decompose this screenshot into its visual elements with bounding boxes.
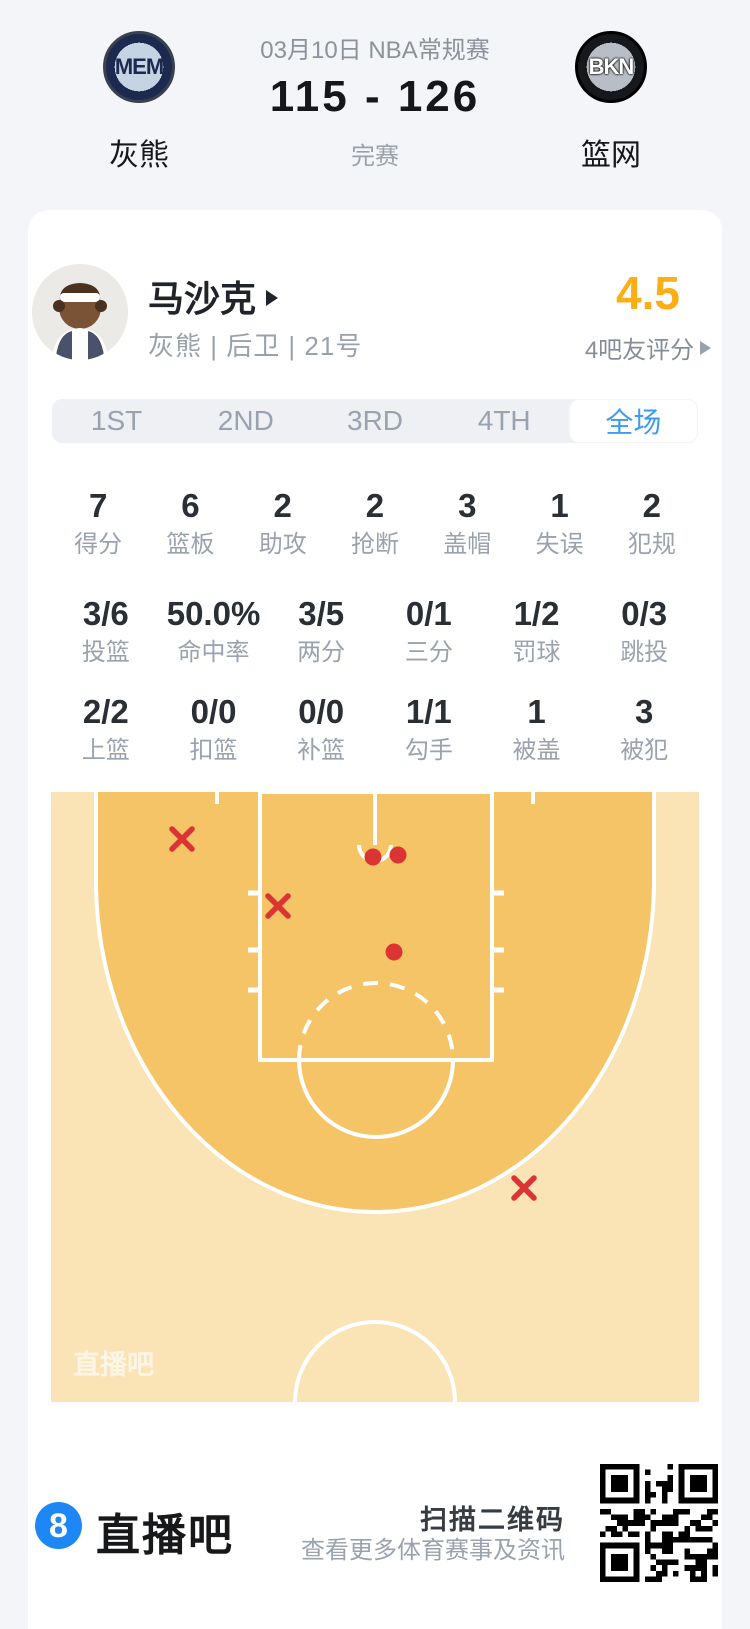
qr-title: 扫描二维码: [420, 1505, 565, 1535]
stat-ft: 1/2 罚球: [512, 595, 561, 666]
stat-blocks: 3 盖帽: [443, 487, 492, 558]
court-watermark: 直播吧: [73, 1350, 154, 1380]
player-avatar-image: [32, 264, 128, 360]
center-circle: [293, 1320, 457, 1402]
quarter-tabbar: 1ST 2ND 3RD 4TH 全场: [52, 399, 699, 443]
player-name-row[interactable]: 马沙克: [148, 270, 279, 322]
stat-fouled: 3 被犯: [620, 693, 669, 764]
home-team-logo[interactable]: MEM: [103, 31, 175, 103]
stat-rebounds: 6 篮板: [166, 487, 215, 558]
qr-code: [600, 1464, 718, 1582]
stat-jumpshot: 0/3 跳投: [620, 595, 669, 666]
stat-fg: 3/6 投篮: [81, 595, 130, 666]
missed-shot-marker: [511, 1175, 537, 1201]
stat-dunk: 0/0 扣篮: [189, 693, 238, 764]
stat-blocked: 1 被盖: [512, 693, 561, 764]
zhibo8-logo[interactable]: 8: [35, 1502, 82, 1549]
stat-assists: 2 助攻: [258, 487, 307, 558]
zhibo8-logo-8: 8: [49, 1506, 68, 1545]
stat-fg-pct: 50.0% 命中率: [166, 595, 261, 666]
away-team-logo[interactable]: BKN: [575, 31, 647, 103]
player-avatar[interactable]: [32, 264, 128, 360]
stat-2pt: 3/5 两分: [297, 595, 346, 666]
rating-label: 4吧友评分: [584, 337, 695, 364]
home-team-abbr: MEM: [114, 54, 164, 79]
away-team-name: 篮网: [581, 139, 641, 172]
tab-3rd[interactable]: 3RD: [347, 405, 404, 436]
match-date: 03月10日 NBA常规赛: [260, 37, 490, 64]
stat-points: 7 得分: [74, 487, 123, 558]
stat-3pt: 0/1 三分: [404, 595, 453, 666]
match-status: 完赛: [351, 143, 399, 170]
rating-link[interactable]: 4吧友评分: [558, 330, 738, 365]
missed-shot-marker: [265, 893, 291, 919]
lane-hash-marks: [248, 890, 504, 993]
player-name: 马沙克: [148, 278, 257, 319]
stats-row-basic: 7 得分 6 篮板 2 助攻 2 抢断 3 盖帽 1 失误 2 犯规: [52, 486, 698, 560]
qr-subtitle: 查看更多体育赛事及资讯: [301, 1537, 565, 1564]
made-shot-marker: [364, 848, 382, 866]
stat-turnovers: 1 失误: [535, 487, 584, 558]
missed-shot-marker: [169, 826, 195, 852]
rating-arrow-icon: [700, 340, 712, 355]
tab-full-game[interactable]: 全场: [568, 399, 699, 443]
stats-row-shooting: 3/6 投篮 50.0% 命中率 3/5 两分 0/1 三分 1/2 罚球 0/3 跳投: [52, 594, 698, 668]
stat-fouls: 2 犯规: [627, 487, 676, 558]
made-shot-marker: [389, 846, 407, 864]
stats-row-detail: 2/2 上篮 0/0 扣篮 0/0 补篮 1/1 勾手 1 被盖 3 被犯: [52, 692, 698, 766]
match-score: 115 - 126: [269, 72, 481, 121]
tab-1st[interactable]: 1ST: [90, 405, 143, 436]
home-team-name: 灰熊: [109, 139, 169, 172]
stat-layup: 2/2 上篮: [81, 693, 130, 764]
stat-steals: 2 抢断: [350, 487, 399, 558]
tab-2nd[interactable]: 2ND: [217, 405, 274, 436]
player-info: 灰熊 | 后卫 | 21号: [148, 331, 363, 361]
made-shot-marker: [385, 943, 403, 961]
shot-chart-court: 直播吧: [51, 792, 699, 1402]
player-detail-arrow-icon: [266, 290, 279, 306]
stat-tipin: 0/0 补篮: [297, 693, 346, 764]
away-team-abbr: BKN: [588, 54, 635, 79]
shot-markers: [169, 826, 537, 1201]
player-rating: 4.5: [616, 267, 680, 319]
brand-name: 直播吧: [96, 1511, 234, 1560]
tab-4th[interactable]: 4TH: [477, 405, 531, 436]
stat-hook: 1/1 勾手: [404, 693, 453, 764]
